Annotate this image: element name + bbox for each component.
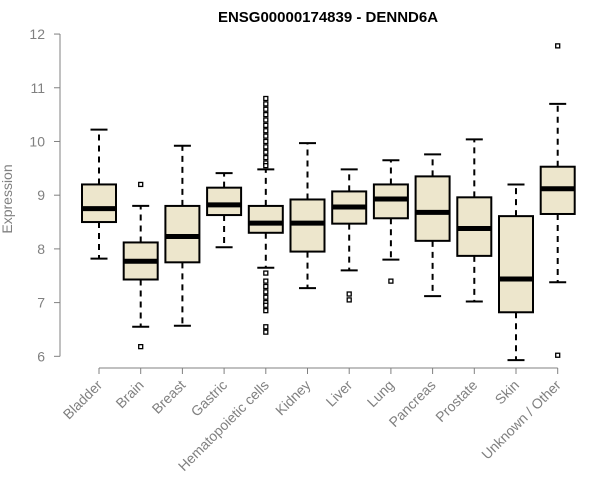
box-iqr [247,204,284,234]
outlier-point [263,117,269,123]
box-iqr [206,186,243,217]
x-tick-label-unknown-other: Unknown / Other [478,377,564,463]
box-pancreas [414,153,451,298]
outlier-point [263,162,269,169]
boxes-group [81,43,576,362]
x-tick-label-skin: Skin [492,377,523,408]
box-lung [372,159,409,284]
box-kidney [289,142,326,290]
y-axis-label: Expression [0,164,15,233]
box-iqr [81,183,117,224]
outlier-point [263,95,269,102]
box-hematopoietic-cells [247,95,284,335]
outlier-point [555,43,561,49]
outlier-point [138,181,144,188]
outlier-point [263,308,269,314]
outlier-point [263,128,269,134]
x-tick-label-liver: Liver [323,377,356,410]
box-iqr [414,175,451,242]
y-axis: 6 7 8 9 10 11 12 [29,26,61,364]
box-breast [164,144,201,327]
box-liver [331,168,368,303]
y-tick-label: 7 [37,295,45,311]
x-tick-label-kidney: Kidney [272,377,314,419]
outlier-point [555,352,561,358]
outlier-point [138,343,144,350]
y-tick-label: 11 [30,80,45,96]
outlier-point [263,283,269,290]
y-tick-label: 9 [37,187,45,203]
box-prostate [456,138,493,303]
outlier-point [263,122,269,129]
outlier-point [263,324,269,330]
outlier-point [263,278,269,284]
outlier-point [346,291,352,297]
box-brain [122,181,159,350]
outlier-point [263,144,269,150]
x-tick-label-prostate: Prostate [432,377,480,425]
x-tick-label-brain: Brain [112,377,146,411]
x-tick-label-breast: Breast [149,377,189,417]
outlier-point [263,111,269,118]
outlier-point [263,149,269,155]
outlier-point [263,329,269,335]
box-bladder [81,128,117,260]
y-tick-label: 6 [37,348,45,364]
y-tick-label: 8 [37,241,45,257]
outlier-point [263,294,269,300]
box-iqr [498,215,534,314]
outlier-point [263,289,269,295]
box-unknown-other [539,43,576,358]
outlier-point [263,106,269,112]
x-tick-label-lung: Lung [364,377,397,410]
box-skin [498,183,534,362]
outlier-point [263,101,269,107]
outlier-point [346,297,352,303]
outlier-point [263,302,269,308]
outlier-point [263,133,269,139]
outlier-point [263,270,269,276]
y-tick-label: 12 [29,26,45,42]
x-tick-label-bladder: Bladder [60,377,106,423]
outlier-point [263,138,269,145]
y-tick-label: 10 [29,133,45,149]
outlier-point [388,278,394,284]
outlier-point [263,154,269,161]
chart-title: ENSG00000174839 - DENND6A [218,9,438,26]
box-gastric [206,172,243,249]
